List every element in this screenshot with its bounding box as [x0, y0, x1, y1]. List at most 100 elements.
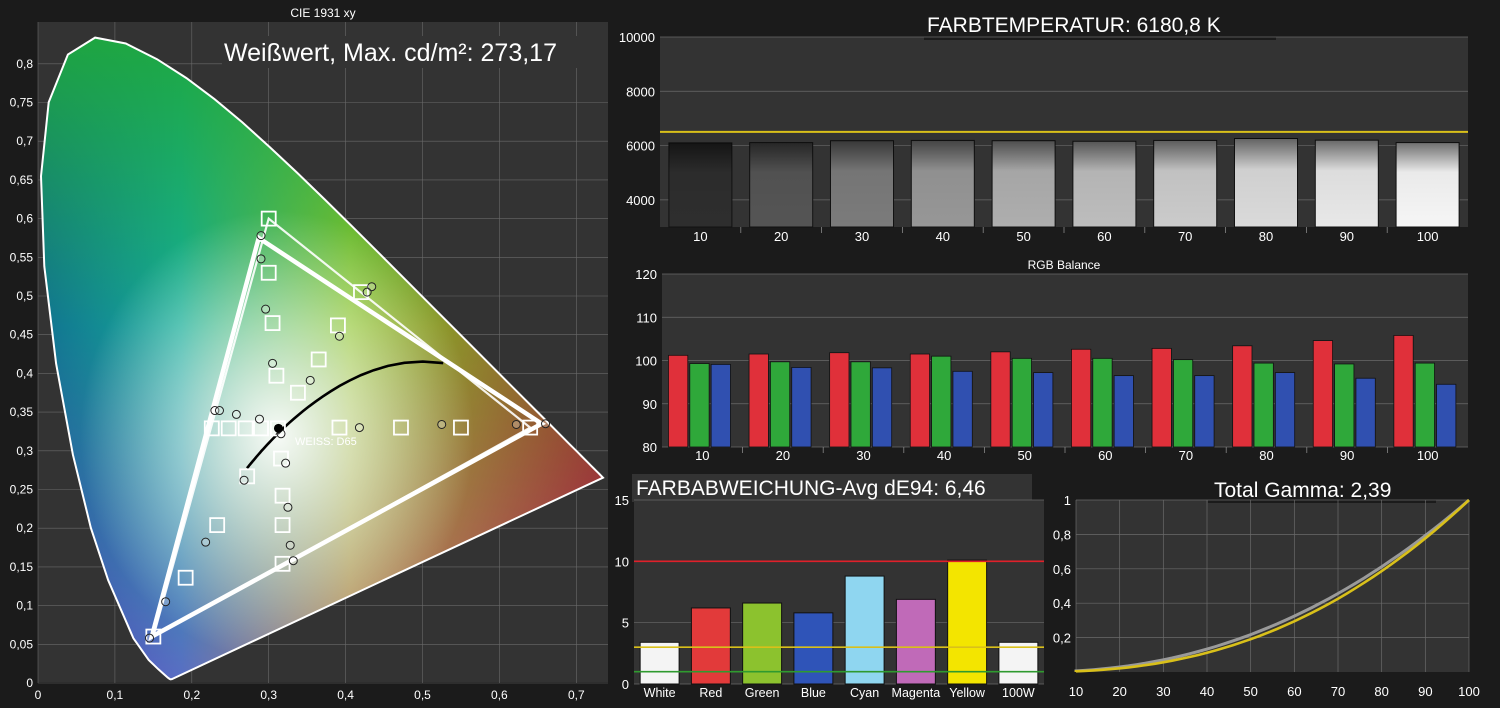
- cie-x-tick: 0,5: [414, 688, 431, 702]
- measured-circle: [201, 537, 211, 547]
- rgb-bar: [1414, 362, 1435, 448]
- colortemp-title-bg: [924, 10, 1276, 40]
- colortemp-x-tick: 60: [1097, 229, 1111, 244]
- rgb-y-tick: 90: [643, 397, 657, 412]
- deltae-x-tick: White: [644, 686, 676, 700]
- deltae-bar: [742, 602, 783, 685]
- deltae-y-tick: 0: [622, 677, 629, 692]
- cie-y-tick: 0,75: [10, 96, 34, 110]
- rgb-x-tick: 40: [937, 448, 951, 463]
- rgb-bar: [1436, 383, 1457, 448]
- target-square: [264, 315, 281, 331]
- colortemp-bars: [660, 130, 1468, 228]
- deltae-x-tick: Cyan: [850, 686, 879, 700]
- deltae-x-tick: Red: [699, 686, 722, 700]
- colortemp-panel: FARBTEMPERATUR: 6180,8 K 4000 6000 8000 100…: [612, 0, 1500, 245]
- cie-y-tick: 0,65: [10, 173, 34, 187]
- colortemp-bar-shade: [749, 142, 813, 227]
- rgb-bar: [710, 363, 731, 448]
- planckian-locus: [245, 360, 444, 469]
- target-square: [260, 210, 277, 227]
- horseshoe-outline: [39, 36, 605, 681]
- cie-y-tick: 0,8: [16, 57, 33, 71]
- measured-circle: [261, 304, 271, 314]
- rgb-bar: [1274, 372, 1296, 448]
- rgb-bar: [668, 354, 689, 448]
- target-square: [331, 419, 348, 436]
- gamma-x-tick: 50: [1243, 684, 1257, 699]
- colortemp-bar-shade: [1396, 142, 1460, 227]
- white-point-marker: [273, 423, 283, 433]
- deltae-bar: [690, 607, 731, 685]
- cie-x-tick: 0,4: [337, 688, 354, 702]
- target-square: [220, 420, 237, 437]
- cie-y-tick: 0,7: [16, 134, 33, 148]
- measured-circle: [511, 419, 521, 429]
- target-square: [274, 487, 291, 504]
- rgb-bar: [1194, 375, 1215, 448]
- rgb-bar: [909, 353, 930, 448]
- gamma-panel: Total Gamma: 2,39 0,2 0,4 0,6 0,8 1 10 20 30 40 5…: [1053, 475, 1480, 699]
- cie-panel: CIE 1931 xy 0 0,1 0,2 0,3 0,4 0,5 0,6 0,700,050…: [10, 6, 608, 702]
- gamma-title-bg: [1208, 475, 1436, 503]
- gamma-y-tick: 0,8: [1053, 527, 1071, 542]
- cie-y-tick: 0,2: [16, 521, 33, 535]
- measured-circle: [334, 331, 344, 341]
- gamma-y-tick: 0,2: [1053, 631, 1071, 646]
- colortemp-ticks: 4000 6000 8000 10000 10 20 30 40 50 60 70 80 90 100: [619, 30, 1439, 244]
- rgb-y-tick: 120: [635, 267, 657, 282]
- colortemp-bar-shade: [911, 140, 975, 227]
- cie-y-tick: 0,55: [10, 250, 34, 264]
- gamma-x-tick: 60: [1287, 684, 1301, 699]
- target-square: [310, 351, 327, 368]
- colortemp-bar-shade: [1072, 141, 1136, 227]
- gamma-x-tick: 90: [1418, 684, 1432, 699]
- rgb-bar: [1312, 340, 1333, 448]
- colortemp-bar-shade: [992, 140, 1056, 227]
- target-square: [274, 555, 291, 572]
- colortemp-x-tick: 10: [693, 229, 707, 244]
- cie-badge: Weißwert, Max. cd/m²: 273,17: [224, 39, 557, 67]
- rgb-x-tick: 70: [1179, 448, 1193, 463]
- measured-circle: [210, 406, 220, 416]
- target-square: [177, 569, 194, 586]
- deltae-x-tick: 100W: [1002, 686, 1035, 700]
- measured-circle: [145, 633, 155, 643]
- cie-x-tick: 0,2: [183, 688, 200, 702]
- measured-circle: [214, 406, 224, 416]
- cie-y-tick: 0,05: [10, 637, 34, 651]
- white-point-label: WEISS: D65: [295, 436, 357, 448]
- target-square: [203, 420, 220, 437]
- cie-y-tick: 0,4: [16, 366, 33, 380]
- cie-y-tick: 0,35: [10, 405, 34, 419]
- cie-points: [145, 210, 551, 645]
- rgb-bar: [990, 351, 1011, 448]
- deltae-ticks: 0 5 10 15 White Red Green Blue Cyan Magenta Yellow…: [615, 493, 1035, 700]
- rgb-bar: [850, 361, 871, 448]
- rgb-bar: [1334, 363, 1355, 448]
- target-square: [290, 384, 306, 401]
- gamma-y-tick: 0,6: [1053, 562, 1071, 577]
- measured-circle: [239, 475, 249, 485]
- colortemp-x-tick: 100: [1417, 229, 1439, 244]
- rgb-y-tick: 100: [635, 354, 657, 369]
- cie-y-tick: 0,25: [10, 483, 34, 497]
- colortemp-x-tick: 90: [1340, 229, 1354, 244]
- colortemp-bar-shade: [1234, 138, 1298, 227]
- measured-circle: [281, 458, 291, 468]
- measured-circle: [161, 597, 171, 607]
- cie-y-tick: 0,45: [10, 328, 34, 342]
- colortemp-x-tick: 50: [1016, 229, 1030, 244]
- cie-x-tick: 0,6: [491, 688, 508, 702]
- colortemp-x-tick: 80: [1259, 229, 1273, 244]
- cie-panel-title: CIE 1931 xy: [290, 6, 355, 20]
- cie-ticks: 0 0,1 0,2 0,3 0,4 0,5 0,6 0,7 0 0,05 0,1 0,15 0,2 0,2…: [10, 57, 585, 702]
- deltae-bar: [639, 641, 680, 685]
- gamma-x-tick: 20: [1112, 684, 1126, 699]
- target-square: [273, 450, 289, 467]
- gamma-measured-curve: [1074, 499, 1470, 673]
- rgb-x-tick: 90: [1340, 448, 1354, 463]
- rgb-bar: [1253, 362, 1274, 448]
